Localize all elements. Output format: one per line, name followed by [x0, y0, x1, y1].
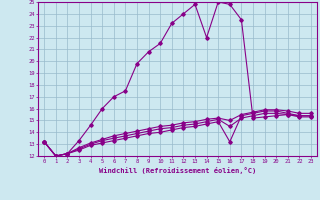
X-axis label: Windchill (Refroidissement éolien,°C): Windchill (Refroidissement éolien,°C)	[99, 167, 256, 174]
